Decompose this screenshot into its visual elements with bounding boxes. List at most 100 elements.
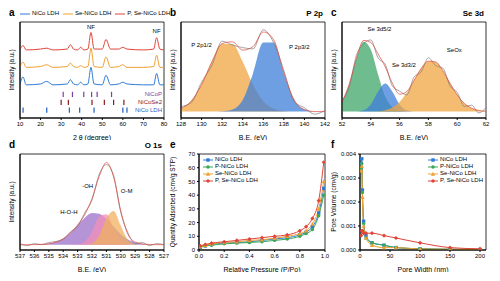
svg-text:50: 50 <box>99 121 106 127</box>
svg-text:527: 527 <box>159 253 169 259</box>
svg-text:70: 70 <box>188 151 195 157</box>
svg-text:10: 10 <box>17 121 24 127</box>
html-text:e: e <box>170 139 176 150</box>
svg-text:80: 80 <box>161 121 168 127</box>
html-text:NiCo LDH: NiCo LDH <box>32 10 59 16</box>
svg-text:2 θ (degree): 2 θ (degree) <box>73 134 111 140</box>
html-text:NiCo LDH: NiCo LDH <box>215 156 242 162</box>
html-text:Se-NiCo LDH: Se-NiCo LDH <box>440 170 477 176</box>
svg-text:60: 60 <box>120 121 127 127</box>
svg-text:533: 533 <box>73 253 84 259</box>
svg-text:136: 136 <box>258 121 269 127</box>
svg-text:Intensity (a.u.): Intensity (a.u.) <box>330 49 338 90</box>
svg-text:535: 535 <box>44 253 55 259</box>
svg-text:0.000: 0.000 <box>341 247 357 253</box>
svg-text:P 2p1/2: P 2p1/2 <box>191 42 212 48</box>
html-text:b: b <box>170 7 177 18</box>
svg-text:10: 10 <box>188 233 195 239</box>
svg-text:70: 70 <box>140 121 147 127</box>
svg-text:128: 128 <box>176 121 187 127</box>
svg-text:0: 0 <box>358 253 362 259</box>
svg-text:132: 132 <box>217 121 228 127</box>
svg-text:Intensity (a.u.): Intensity (a.u.) <box>8 181 16 222</box>
svg-text:40: 40 <box>188 192 195 198</box>
svg-text:529: 529 <box>130 253 141 259</box>
html-text:Se 3d: Se 3d <box>462 9 484 18</box>
svg-text:NF: NF <box>87 24 95 30</box>
html-text:a: a <box>9 7 15 18</box>
svg-text:NF: NF <box>153 28 161 34</box>
svg-text:30: 30 <box>58 121 65 127</box>
svg-text:130: 130 <box>197 121 208 127</box>
svg-text:H-O-H: H-O-H <box>60 209 77 215</box>
html-text:Se-NiCo LDH: Se-NiCo LDH <box>215 170 252 176</box>
html-text:P, Se-NiCo LDH: P, Se-NiCo LDH <box>127 10 171 16</box>
svg-text:0.002: 0.002 <box>341 199 357 205</box>
svg-text:30: 30 <box>188 206 195 212</box>
svg-text:20: 20 <box>188 220 195 226</box>
svg-text:O-M: O-M <box>121 188 133 194</box>
svg-text:0.8: 0.8 <box>296 253 305 259</box>
svg-text:0.4: 0.4 <box>245 253 254 259</box>
svg-text:0.003: 0.003 <box>341 175 357 181</box>
svg-text:B.E. (eV): B.E. (eV) <box>400 134 428 140</box>
svg-text:Relative Pressure (P/Po): Relative Pressure (P/Po) <box>223 266 300 272</box>
svg-text:150: 150 <box>445 253 456 259</box>
svg-text:B.E. (eV): B.E. (eV) <box>78 266 106 272</box>
html-text:Se-NiCo LDH: Se-NiCo LDH <box>75 10 112 16</box>
svg-text:537: 537 <box>15 253 26 259</box>
svg-text:B.E. (eV): B.E. (eV) <box>239 134 267 140</box>
svg-text:532: 532 <box>87 253 98 259</box>
svg-text:0.004: 0.004 <box>341 151 357 157</box>
svg-text:142: 142 <box>320 121 330 127</box>
html-text:P, Se-NiCo LDH: P, Se-NiCo LDH <box>215 177 258 183</box>
svg-text:100: 100 <box>415 253 426 259</box>
html-text:P-NiCo LDH: P-NiCo LDH <box>440 163 474 169</box>
svg-text:0: 0 <box>192 247 196 253</box>
svg-text:P 2p3/2: P 2p3/2 <box>289 44 310 50</box>
svg-text:NiCoP: NiCoP <box>145 91 162 97</box>
svg-text:54: 54 <box>367 121 374 127</box>
svg-text:140: 140 <box>299 121 310 127</box>
svg-text:Intensity (a.u.): Intensity (a.u.) <box>169 49 177 90</box>
svg-text:62: 62 <box>483 121 490 127</box>
html-text:NiCo LDH: NiCo LDH <box>440 156 468 162</box>
svg-text:1.0: 1.0 <box>321 253 330 259</box>
svg-text:60: 60 <box>188 165 195 171</box>
svg-text:50: 50 <box>387 253 394 259</box>
svg-text:Intensity (a.u.): Intensity (a.u.) <box>8 49 16 90</box>
svg-text:0.0: 0.0 <box>195 253 204 259</box>
html-text:P-NiCo LDH: P-NiCo LDH <box>215 163 248 169</box>
svg-text:-OH: -OH <box>82 183 93 189</box>
html-text:O 1s: O 1s <box>144 141 162 150</box>
html-text:c: c <box>331 7 337 18</box>
svg-text:60: 60 <box>454 121 461 127</box>
svg-text:531: 531 <box>101 253 112 259</box>
svg-text:58: 58 <box>425 121 432 127</box>
svg-text:0.001: 0.001 <box>341 223 357 229</box>
svg-text:56: 56 <box>396 121 403 127</box>
svg-text:Pore Volume (cm³/g): Pore Volume (cm³/g) <box>330 172 338 232</box>
svg-text:530: 530 <box>116 253 127 259</box>
svg-text:20: 20 <box>37 121 44 127</box>
svg-text:134: 134 <box>238 121 249 127</box>
svg-text:528: 528 <box>145 253 156 259</box>
svg-text:52: 52 <box>339 121 346 127</box>
svg-text:200: 200 <box>475 253 486 259</box>
svg-text:50: 50 <box>188 179 195 185</box>
svg-text:0.2: 0.2 <box>220 253 229 259</box>
svg-text:534: 534 <box>58 253 69 259</box>
svg-text:138: 138 <box>279 121 290 127</box>
svg-text:NiCoSe2: NiCoSe2 <box>138 99 163 105</box>
svg-text:Pore Width (nm): Pore Width (nm) <box>398 266 449 272</box>
svg-text:536: 536 <box>29 253 40 259</box>
svg-text:0.6: 0.6 <box>270 253 279 259</box>
html-text:d: d <box>9 139 16 150</box>
svg-text:Quantity Adsorbed (cm³/g STP): Quantity Adsorbed (cm³/g STP) <box>169 157 177 247</box>
svg-text:SeOx: SeOx <box>447 47 462 53</box>
svg-text:Se 3d5/2: Se 3d5/2 <box>367 26 392 32</box>
svg-text:NiCo LDH: NiCo LDH <box>135 107 162 113</box>
svg-text:40: 40 <box>78 121 85 127</box>
html-text:P 2p: P 2p <box>306 9 323 18</box>
svg-text:Se 3d3/2: Se 3d3/2 <box>392 62 417 68</box>
